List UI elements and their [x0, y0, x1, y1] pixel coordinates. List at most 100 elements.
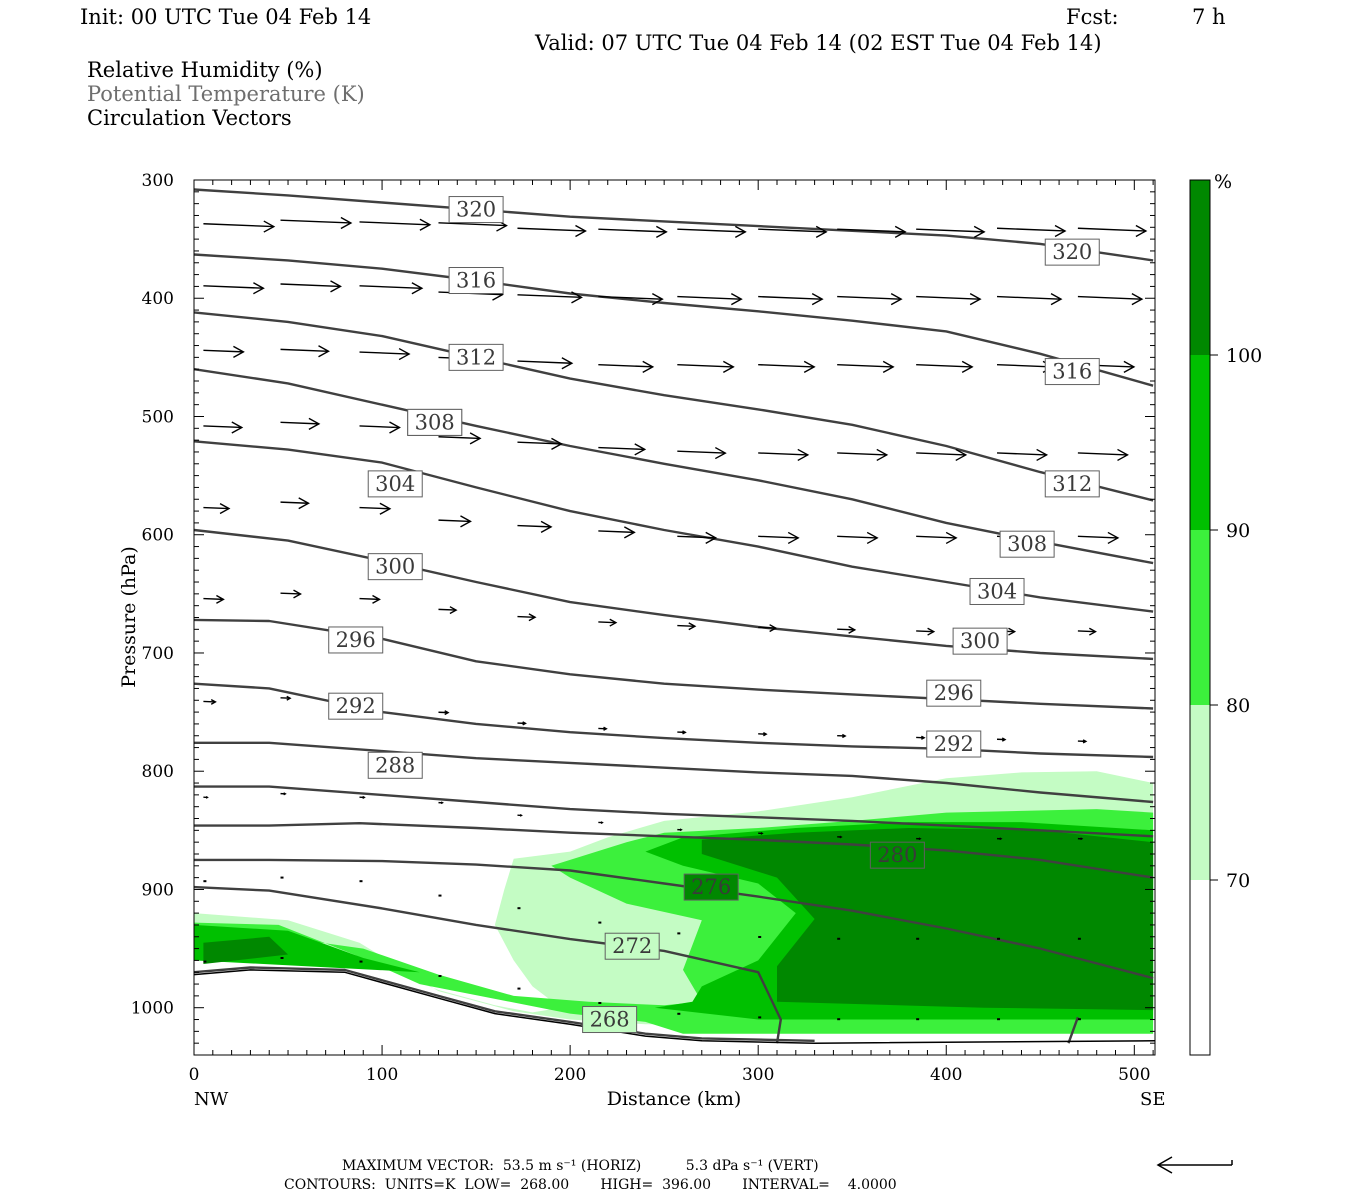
x-tick-label: 400: [930, 1065, 962, 1085]
vector-head: [308, 417, 321, 430]
contour-label-288: 288: [367, 751, 423, 779]
vector-shaft: [517, 227, 586, 232]
theta-contour-308: [194, 368, 1154, 565]
contour-label-text: 304: [375, 472, 415, 496]
vector-arrow: [280, 589, 302, 599]
contour-label-box: [1044, 358, 1100, 386]
vector-arrow: [598, 618, 618, 627]
vector-head: [528, 613, 537, 622]
vector-shaft: [438, 519, 471, 523]
x-axis-right-end: SE: [1140, 1089, 1165, 1110]
vector-arrow: [598, 526, 636, 539]
x-tick-label: 0: [189, 1065, 200, 1085]
vector-arrow: [359, 594, 381, 604]
x-tick-label: 300: [742, 1065, 774, 1085]
contour-label-296: 296: [328, 626, 384, 654]
contour-label-text: 316: [456, 269, 496, 293]
vector-arrow: [517, 224, 587, 238]
vector-head: [398, 347, 411, 361]
vector-arrow: [677, 293, 743, 306]
theta-contour-280: [194, 822, 1154, 879]
vector-shaft: [837, 228, 906, 233]
vector-dot: [438, 974, 442, 977]
vector-arrow: [280, 417, 321, 430]
rh-region-90-2: [194, 924, 420, 973]
contour-label-text: 276: [691, 875, 731, 899]
vector-arrow: [916, 837, 922, 841]
vector-head: [842, 733, 847, 739]
vector-dot: [517, 907, 521, 910]
vector-head: [1107, 531, 1120, 545]
vector-arrow: [677, 932, 681, 935]
contour-label-text: 312: [1052, 472, 1092, 496]
y-tick-label: 900: [142, 880, 174, 900]
vector-arrow: [359, 960, 363, 963]
vector-dot: [598, 1001, 602, 1004]
vector-shaft: [758, 626, 776, 629]
vector-head: [540, 520, 553, 533]
contour-label-text: 272: [612, 934, 652, 958]
vector-shaft: [916, 630, 934, 633]
vector-arrow: [916, 627, 936, 636]
vector-shaft: [598, 363, 653, 368]
vector-arrow: [598, 821, 604, 824]
contour-label-box: [448, 343, 504, 371]
contour-label-text: 304: [977, 579, 1017, 603]
y-axis-label: Pressure (hPa): [118, 546, 140, 688]
vector-head: [210, 699, 217, 705]
vector-shaft: [837, 628, 855, 631]
contour-label-320: 320: [1044, 238, 1100, 266]
y-tick-label: 700: [142, 644, 174, 664]
vector-arrow: [997, 1018, 1001, 1021]
vector-head: [283, 792, 287, 796]
vector-shaft: [359, 597, 380, 601]
vector-arrow: [677, 446, 727, 460]
vector-head: [927, 627, 936, 636]
vector-arrow: [758, 1016, 762, 1019]
vector-head: [519, 814, 523, 817]
vector-head: [231, 421, 244, 434]
vector-shaft: [203, 506, 230, 510]
theta-contour-284: [194, 785, 1154, 838]
vector-head: [216, 594, 225, 604]
vector-shaft: [438, 222, 507, 227]
vector-arrow: [1077, 1018, 1081, 1021]
colorbar-level-label: 90: [1226, 520, 1250, 542]
contour-label-box: [367, 470, 423, 498]
vector-shaft: [1077, 295, 1142, 300]
vector-head: [797, 448, 810, 462]
vector-head: [1117, 448, 1129, 462]
y-tick-label: 400: [142, 289, 174, 309]
vector-head: [682, 730, 687, 735]
vector-arrow: [598, 726, 608, 731]
vector-dot: [837, 1018, 841, 1021]
vector-head: [866, 531, 879, 545]
vector-head: [1036, 448, 1049, 462]
contour-label-268: 268: [582, 1006, 638, 1034]
vector-arrow: [1077, 531, 1120, 545]
vector-arrow: [837, 1018, 841, 1021]
vector-head: [734, 225, 747, 238]
vector-shaft: [359, 425, 400, 429]
vector-head: [876, 448, 889, 462]
contour-label-box: [328, 626, 384, 654]
vector-head: [1054, 224, 1067, 238]
vector-dot: [758, 935, 762, 938]
vector-shaft: [203, 425, 242, 429]
vector-head: [811, 293, 824, 306]
vector-arrow: [203, 960, 207, 963]
vector-shaft: [677, 535, 716, 539]
vector-dot: [916, 1018, 920, 1021]
vector-head: [1001, 737, 1007, 742]
contour-label-text: 280: [877, 843, 917, 867]
vector-shaft: [758, 452, 808, 456]
vector-dot: [517, 987, 521, 990]
vector-arrow: [1077, 448, 1129, 462]
vector-arrow: [517, 437, 563, 451]
vector-shaft: [280, 592, 301, 595]
vector-shaft: [1077, 452, 1128, 456]
valid-time: Valid: 07 UTC Tue 04 Feb 14 (02 EST Tue …: [535, 31, 1102, 55]
vector-shaft: [837, 295, 902, 300]
vector-shaft: [598, 621, 616, 624]
vector-arrow: [517, 907, 521, 910]
